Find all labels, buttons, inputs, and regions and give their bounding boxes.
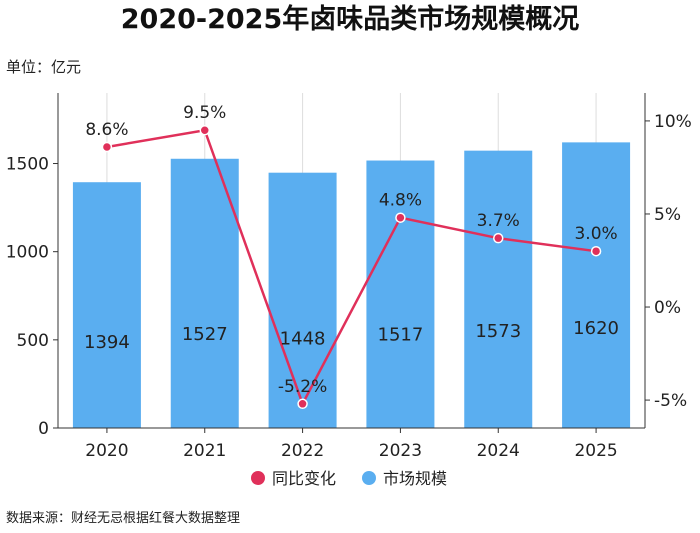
x-tick-label-2025: 2025: [574, 441, 617, 461]
yoy-label-2020: 8.6%: [85, 120, 128, 140]
yoy-change-line: [106, 128, 597, 407]
y-left-tick-label-500: 500: [17, 331, 49, 351]
yoy-label-2024: 3.7%: [477, 211, 520, 231]
bar-value-label-2025: 1620: [573, 318, 619, 339]
yoy-point-2023: [395, 212, 406, 223]
line-layer: [101, 124, 602, 410]
chart-title: 2020-2025年卤味品类市场规模概况: [121, 3, 580, 35]
legend-label-market-size: 市场规模: [383, 469, 447, 488]
yoy-label-2023: 4.8%: [379, 191, 422, 211]
yoy-point-2025: [590, 245, 602, 257]
bar-value-label-2022: 1448: [280, 329, 326, 350]
bar-2022: [268, 172, 337, 428]
y-right-tick-label-0: 0%: [654, 298, 681, 318]
y-right-tick-label-5: 5%: [654, 205, 681, 225]
legend-marker-yoy: [251, 471, 265, 485]
x-tick-label-2021: 2021: [183, 441, 226, 461]
bar-value-label-2020: 1394: [84, 332, 130, 353]
bar-value-label-2023: 1517: [378, 324, 424, 345]
yoy-label-2021: 9.5%: [183, 103, 226, 123]
x-tick-label-2024: 2024: [477, 441, 520, 461]
yoy-point-2022: [297, 398, 308, 410]
legend: 同比变化 市场规模: [251, 469, 447, 488]
legend-marker-market-size: [362, 471, 376, 485]
bar-2020: [72, 182, 141, 428]
y-right-tick-label--5: -5%: [654, 391, 687, 411]
y-left-tick-label-1500: 1500: [6, 155, 49, 175]
yoy-point-2020: [101, 141, 113, 153]
bar-2025: [562, 142, 631, 429]
y-left-tick-label-0: 0: [38, 419, 49, 439]
yoy-label-2022: -5.2%: [278, 377, 327, 397]
y-right-tick-label-10: 10%: [654, 112, 692, 132]
x-tick-label-2023: 2023: [379, 441, 422, 461]
x-tick-label-2020: 2020: [85, 441, 128, 461]
yoy-label-2025: 3.0%: [574, 224, 617, 244]
yoy-point-2024: [493, 232, 504, 244]
source-note: 数据来源：财经无忌根据红餐大数据整理: [6, 510, 240, 526]
bar-2024: [464, 150, 533, 428]
bar-2021: [170, 158, 239, 428]
bar-value-label-2021: 1527: [182, 324, 228, 345]
y-left-tick-label-1000: 1000: [6, 243, 49, 263]
bar-2023: [366, 160, 435, 429]
axis-layer: 0 500 1000 1500 -5% 0% 5% 10% 2020 2021 2022 2023 20…: [6, 93, 692, 461]
unit-label: 单位：亿元: [6, 58, 81, 76]
label-layer: 1394 1527 1448 1517 1573 1620 8.6% 9.5% -5.2% 4.8…: [84, 103, 619, 397]
bar-layer: [72, 142, 631, 429]
legend-label-yoy: 同比变化: [272, 469, 336, 488]
bar-value-label-2024: 1573: [475, 321, 521, 342]
x-tick-label-2022: 2022: [281, 441, 324, 461]
yoy-point-2021: [199, 124, 210, 136]
